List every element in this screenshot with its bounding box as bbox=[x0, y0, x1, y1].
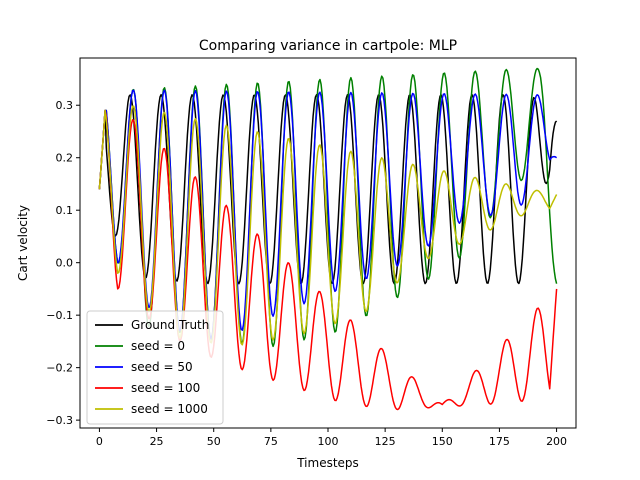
x-tick-label: 50 bbox=[207, 435, 221, 448]
x-tick-label: 200 bbox=[546, 435, 567, 448]
legend-label: seed = 0 bbox=[131, 339, 185, 353]
x-tick-label: 75 bbox=[264, 435, 278, 448]
x-tick-label: 0 bbox=[96, 435, 103, 448]
x-tick-label: 175 bbox=[489, 435, 510, 448]
y-tick-label: 0.0 bbox=[56, 257, 74, 270]
legend-label: seed = 1000 bbox=[131, 402, 208, 416]
series-line-4 bbox=[98, 105, 558, 346]
x-axis: 0 25 50 75 100 125 150 175 200 bbox=[96, 428, 567, 448]
x-tick-label: 100 bbox=[318, 435, 339, 448]
y-tick-label: 0.2 bbox=[56, 152, 74, 165]
y-tick-label: 0.3 bbox=[56, 99, 74, 112]
x-tick-label: 125 bbox=[375, 435, 396, 448]
chart-title: Comparing variance in cartpole: MLP bbox=[199, 38, 457, 54]
y-axis-label: Cart velocity bbox=[16, 205, 30, 281]
legend-label: seed = 50 bbox=[131, 360, 193, 374]
x-tick-label: 150 bbox=[432, 435, 453, 448]
legend-label: seed = 100 bbox=[131, 381, 200, 395]
y-tick-label: −0.2 bbox=[46, 362, 73, 375]
legend-label: Ground Truth bbox=[131, 318, 209, 332]
y-tick-label: 0.1 bbox=[56, 204, 74, 217]
plot-lines bbox=[98, 67, 558, 411]
x-tick-label: 25 bbox=[150, 435, 164, 448]
legend-box bbox=[86, 310, 224, 425]
y-tick-label: −0.3 bbox=[46, 414, 73, 427]
legend: Ground Truth seed = 0 seed = 50 seed = 100 s… bbox=[86, 310, 224, 425]
x-axis-label: Timesteps bbox=[296, 456, 359, 470]
y-tick-label: −0.1 bbox=[46, 309, 73, 322]
y-axis: −0.3 −0.2 −0.1 0.0 0.1 0.2 0.3 bbox=[46, 99, 80, 427]
